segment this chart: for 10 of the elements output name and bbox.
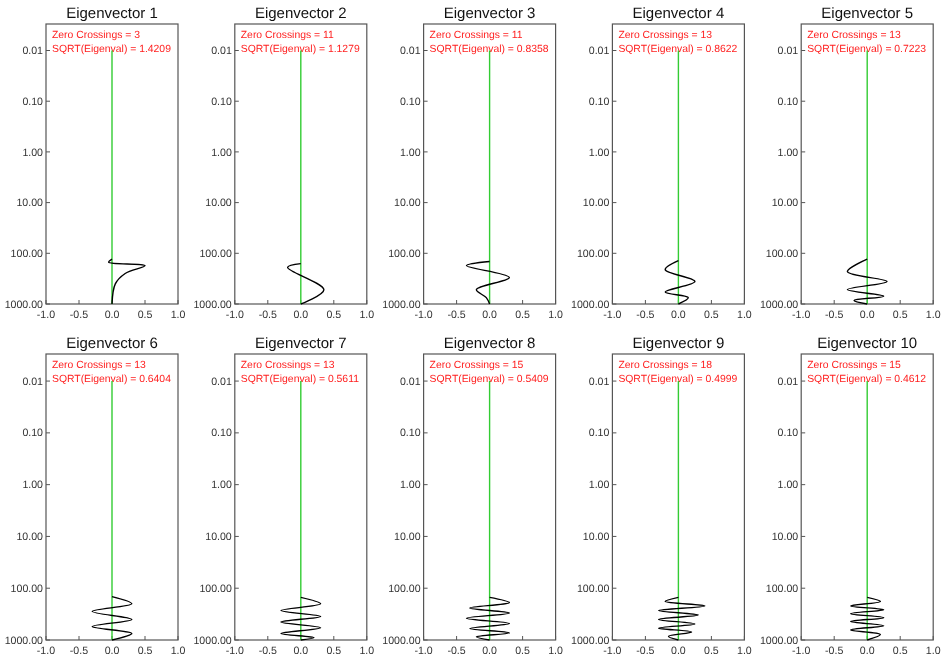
line-series (91, 595, 133, 641)
line-series (280, 596, 322, 641)
line-series (846, 258, 888, 305)
line-series (465, 260, 511, 305)
line-series (108, 258, 146, 305)
line-series (657, 596, 706, 641)
line-series (286, 262, 325, 305)
line-series (664, 260, 696, 305)
line-series (465, 596, 511, 641)
line-series (850, 596, 885, 641)
